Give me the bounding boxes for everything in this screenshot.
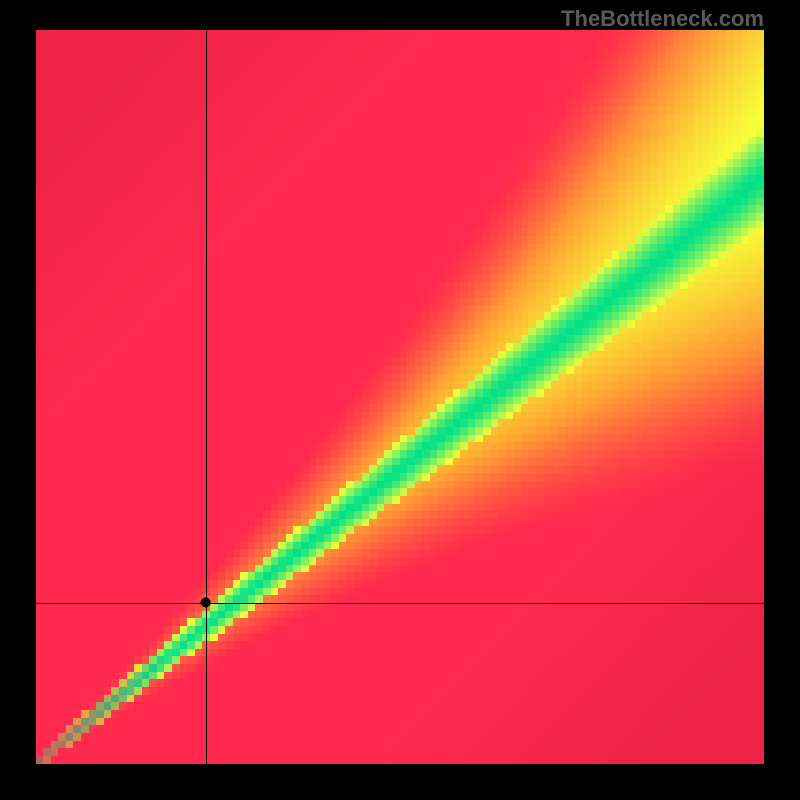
chart-container: TheBottleneck.com bbox=[0, 0, 800, 800]
bottleneck-heatmap bbox=[36, 30, 764, 764]
watermark-text: TheBottleneck.com bbox=[561, 6, 764, 32]
